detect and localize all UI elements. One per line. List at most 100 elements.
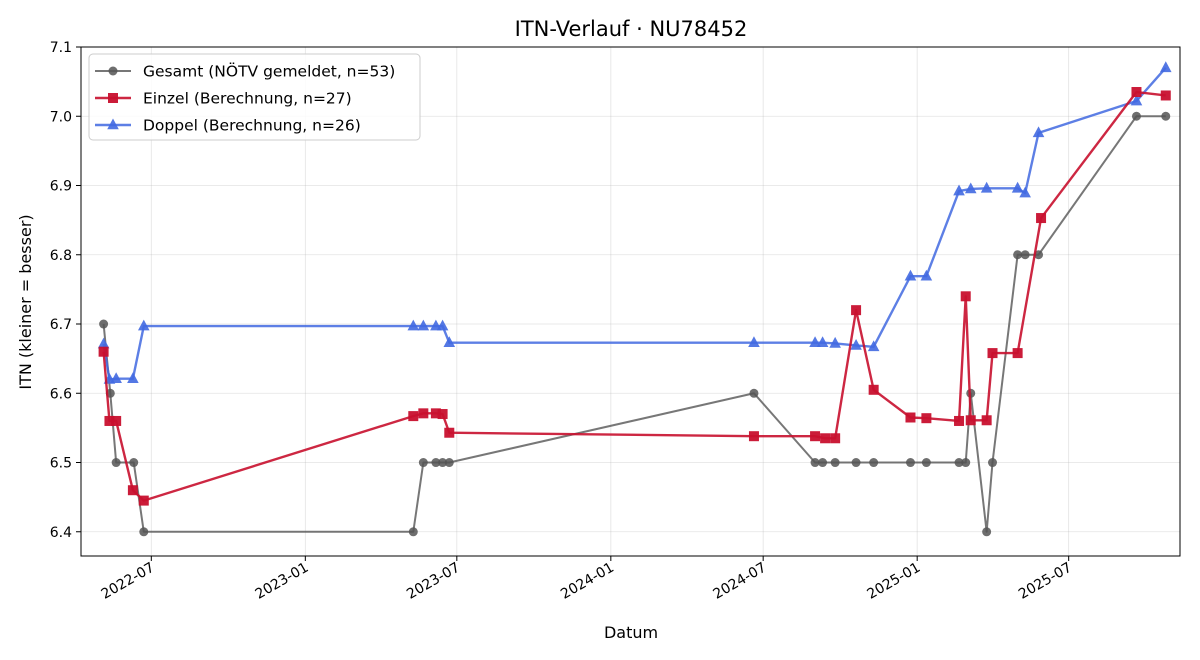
data-point — [1012, 348, 1023, 359]
legend-label: Einzel (Berechnung, n=27) — [143, 90, 352, 108]
data-point — [905, 412, 916, 423]
x-tick-label: 2025-01 — [865, 560, 924, 603]
data-point — [1013, 250, 1023, 260]
chart-title: ITN-Verlauf · NU78452 — [515, 17, 748, 41]
x-tick-label: 2024-07 — [711, 560, 770, 603]
y-tick-label: 6.8 — [50, 248, 72, 264]
data-point — [960, 291, 971, 302]
data-point — [868, 384, 879, 395]
series-square — [98, 87, 1171, 506]
x-tick-label: 2023-07 — [404, 560, 463, 603]
data-point — [418, 408, 429, 419]
data-point — [809, 336, 821, 348]
data-point — [127, 485, 138, 496]
x-tick-label: 2024-01 — [558, 560, 617, 603]
data-point — [965, 415, 976, 426]
data-point — [988, 458, 998, 468]
data-point — [921, 458, 931, 468]
data-point — [444, 427, 455, 438]
data-point — [1131, 87, 1142, 98]
legend-marker — [108, 66, 118, 76]
y-tick-label: 6.7 — [50, 317, 72, 333]
data-point — [430, 408, 441, 419]
data-point — [748, 431, 759, 442]
data-point — [1131, 111, 1141, 121]
data-point — [138, 495, 149, 506]
data-point — [1011, 181, 1024, 193]
data-point — [443, 336, 456, 348]
data-point — [104, 415, 115, 426]
data-point — [987, 348, 998, 359]
data-point — [830, 433, 841, 444]
data-point — [810, 458, 820, 468]
data-point — [810, 431, 821, 442]
grid — [81, 46, 1180, 556]
x-axis: 2022-07 2023-01 2023-07 2024-01 2024-07 2025-… — [99, 556, 1075, 603]
data-point — [1036, 213, 1047, 224]
data-point — [851, 458, 861, 468]
x-tick-label: 2025-07 — [1016, 560, 1075, 603]
data-point — [408, 527, 418, 537]
legend-marker — [107, 118, 119, 130]
data-point — [110, 372, 122, 384]
legend-label: Gesamt (NÖTV gemeldet, n=53) — [143, 62, 395, 81]
legend-marker — [108, 93, 118, 103]
data-point — [964, 182, 977, 194]
data-point — [129, 458, 139, 468]
y-tick-label: 7.0 — [50, 109, 72, 125]
plot-frame — [80, 46, 1181, 557]
data-point — [904, 269, 917, 281]
data-point — [417, 319, 430, 331]
data-point — [820, 433, 831, 444]
y-tick-label: 6.4 — [50, 525, 72, 541]
data-point — [869, 458, 879, 468]
data-point — [905, 458, 915, 468]
data-point — [139, 527, 149, 537]
data-point — [850, 338, 862, 350]
data-point — [920, 269, 933, 281]
data-point — [954, 415, 965, 426]
data-point — [111, 458, 121, 468]
series-line — [102, 90, 1166, 502]
data-point — [982, 527, 992, 537]
legend: Gesamt (NÖTV gemeldet, n=53) Einzel (Bere… — [88, 53, 421, 141]
x-tick-label: 2023-01 — [253, 560, 312, 603]
data-point — [1161, 111, 1171, 121]
data-point — [408, 411, 419, 422]
data-point — [438, 458, 448, 468]
legend-item: Doppel (Berechnung, n=26) — [95, 117, 361, 135]
data-point — [749, 388, 759, 398]
data-point — [829, 336, 841, 348]
data-point — [851, 305, 862, 316]
series-triangle — [97, 61, 1172, 384]
y-axis-label: ITN (kleiner = besser) — [16, 214, 35, 389]
y-tick-label: 7.1 — [50, 40, 72, 56]
data-point — [418, 458, 428, 468]
data-point — [98, 346, 109, 357]
legend-label: Doppel (Berechnung, n=26) — [143, 117, 361, 135]
data-point — [980, 181, 993, 193]
y-tick-label: 6.6 — [50, 386, 72, 402]
x-axis-label: Datum — [604, 623, 658, 642]
data-point — [1130, 94, 1143, 106]
data-point — [97, 337, 110, 349]
data-point — [1032, 126, 1045, 138]
data-point — [961, 458, 971, 468]
data-point — [1019, 186, 1031, 198]
series-layer — [97, 61, 1172, 537]
data-point — [431, 458, 441, 468]
data-point — [921, 413, 932, 424]
data-point — [127, 372, 139, 384]
data-point — [1020, 250, 1030, 260]
data-point — [818, 458, 828, 468]
data-point — [954, 458, 964, 468]
data-point — [816, 336, 829, 348]
data-point — [1160, 90, 1171, 101]
data-point — [436, 319, 449, 331]
series-line — [102, 66, 1167, 381]
data-point — [407, 319, 420, 331]
legend-item: Einzel (Berechnung, n=27) — [95, 90, 352, 108]
data-point — [99, 319, 109, 329]
data-point — [830, 458, 840, 468]
